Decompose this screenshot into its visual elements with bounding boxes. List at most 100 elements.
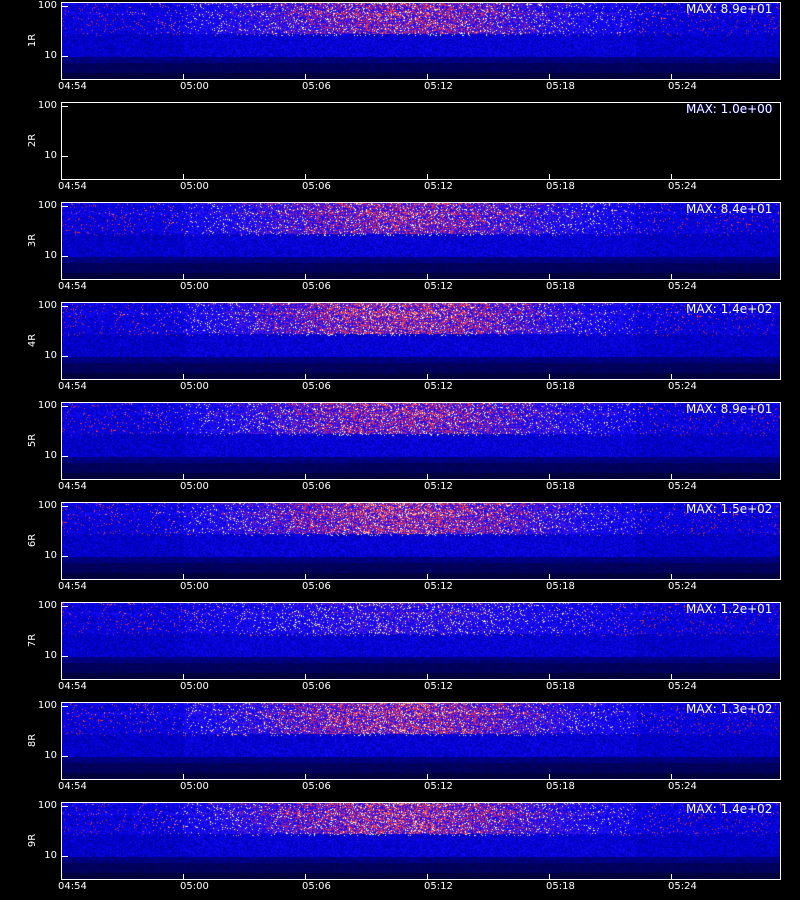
x-tick-label: 05:24 — [668, 181, 697, 192]
spectrogram-1r — [61, 2, 783, 80]
x-tick-mark — [671, 674, 672, 680]
spectrogram-canvas — [61, 502, 781, 580]
x-tick-mark — [305, 174, 306, 180]
x-tick-label: 05:18 — [546, 881, 575, 892]
y-tick-label: 10 — [44, 650, 57, 661]
x-tick-mark — [305, 874, 306, 880]
x-tick-mark — [671, 374, 672, 380]
x-tick-label: 05:24 — [668, 681, 697, 692]
x-tick-mark — [61, 474, 62, 480]
spectrogram-3r — [61, 202, 783, 280]
spectrogram-4r — [61, 302, 783, 380]
panel-7r: 100 10 7R 04:54 05:00 05:06 05:12 05:18 05:24 MAX… — [0, 598, 800, 698]
x-tick-mark — [183, 374, 184, 380]
y-tick-mark — [61, 606, 68, 607]
x-tick-mark — [305, 274, 306, 280]
x-tick-mark — [671, 774, 672, 780]
y-tick-mark — [61, 656, 68, 657]
y-tick-mark — [61, 806, 68, 807]
x-tick-label: 05:06 — [302, 481, 331, 492]
y-tick-label: 100 — [37, 700, 57, 711]
max-label: MAX: 1.4e+02 — [686, 802, 773, 816]
x-tick-label: 05:12 — [424, 781, 453, 792]
panel-label: 6R — [27, 533, 39, 548]
spectrogram-canvas — [61, 202, 781, 280]
y-tick-label: 100 — [37, 300, 57, 311]
y-tick-label: 10 — [44, 350, 57, 361]
x-tick-label: 05:24 — [668, 881, 697, 892]
y-tick-mark — [61, 556, 68, 557]
spectrogram-canvas — [61, 102, 781, 180]
max-label: MAX: 8.9e+01 — [686, 2, 773, 16]
y-tick-label: 100 — [37, 100, 57, 111]
panel-label: 2R — [27, 133, 39, 148]
x-tick-label: 05:12 — [424, 181, 453, 192]
panel-5r: 100 10 5R 04:54 05:00 05:06 05:12 05:18 05:24 MAX… — [0, 398, 800, 498]
x-tick-label: 05:12 — [424, 381, 453, 392]
x-tick-mark — [549, 374, 550, 380]
y-tick-mark — [61, 456, 68, 457]
x-tick-label: 05:18 — [546, 181, 575, 192]
y-tick-mark — [61, 406, 68, 407]
y-tick-mark — [61, 256, 68, 257]
spectrogram-5r — [61, 402, 783, 480]
x-tick-mark — [671, 174, 672, 180]
x-tick-mark — [549, 474, 550, 480]
y-tick-mark — [61, 356, 68, 357]
panel-8r: 100 10 8R 04:54 05:00 05:06 05:12 05:18 05:24 MAX… — [0, 698, 800, 798]
x-tick-label: 05:00 — [180, 781, 209, 792]
x-tick-mark — [549, 674, 550, 680]
panel-6r: 100 10 6R 04:54 05:00 05:06 05:12 05:18 05:24 MAX… — [0, 498, 800, 598]
x-tick-mark — [61, 374, 62, 380]
x-tick-label: 05:12 — [424, 81, 453, 92]
x-tick-mark — [427, 874, 428, 880]
x-tick-mark — [183, 874, 184, 880]
y-tick-mark — [61, 106, 68, 107]
x-tick-mark — [61, 574, 62, 580]
x-tick-mark — [427, 174, 428, 180]
max-label: MAX: 1.5e+02 — [686, 502, 773, 516]
y-tick-mark — [61, 756, 68, 757]
x-tick-label: 05:18 — [546, 681, 575, 692]
y-tick-mark — [61, 156, 68, 157]
x-tick-mark — [305, 574, 306, 580]
x-tick-mark — [305, 374, 306, 380]
x-tick-label: 05:06 — [302, 581, 331, 592]
x-tick-label: 05:12 — [424, 681, 453, 692]
x-tick-mark — [549, 74, 550, 80]
x-tick-mark — [305, 774, 306, 780]
y-tick-mark — [61, 706, 68, 707]
x-tick-mark — [549, 774, 550, 780]
x-tick-label: 05:18 — [546, 281, 575, 292]
y-tick-mark — [61, 6, 68, 7]
x-tick-mark — [305, 74, 306, 80]
x-tick-label: 05:24 — [668, 481, 697, 492]
x-tick-label: 05:18 — [546, 581, 575, 592]
x-tick-label: 05:12 — [424, 481, 453, 492]
y-tick-label: 100 — [37, 200, 57, 211]
x-tick-mark — [61, 674, 62, 680]
max-label: MAX: 1.3e+02 — [686, 702, 773, 716]
x-tick-mark — [671, 274, 672, 280]
x-tick-label: 05:18 — [546, 781, 575, 792]
spectrogram-canvas — [61, 402, 781, 480]
x-tick-mark — [671, 874, 672, 880]
x-tick-mark — [183, 474, 184, 480]
panel-label: 1R — [27, 33, 39, 48]
spectrogram-canvas — [61, 2, 781, 80]
x-tick-mark — [183, 174, 184, 180]
panel-label: 7R — [27, 633, 39, 648]
x-tick-label: 05:06 — [302, 681, 331, 692]
y-tick-label: 10 — [44, 50, 57, 61]
x-tick-label: 05:24 — [668, 781, 697, 792]
panel-3r: 100 10 3R 04:54 05:00 05:06 05:12 05:18 05:24 MAX… — [0, 198, 800, 298]
x-tick-label: 05:12 — [424, 881, 453, 892]
y-tick-label: 10 — [44, 750, 57, 761]
x-tick-mark — [427, 474, 428, 480]
x-tick-label: 05:00 — [180, 581, 209, 592]
x-tick-mark — [61, 874, 62, 880]
x-tick-label: 05:00 — [180, 881, 209, 892]
x-tick-label: 05:00 — [180, 381, 209, 392]
spectrogram-canvas — [61, 802, 781, 880]
